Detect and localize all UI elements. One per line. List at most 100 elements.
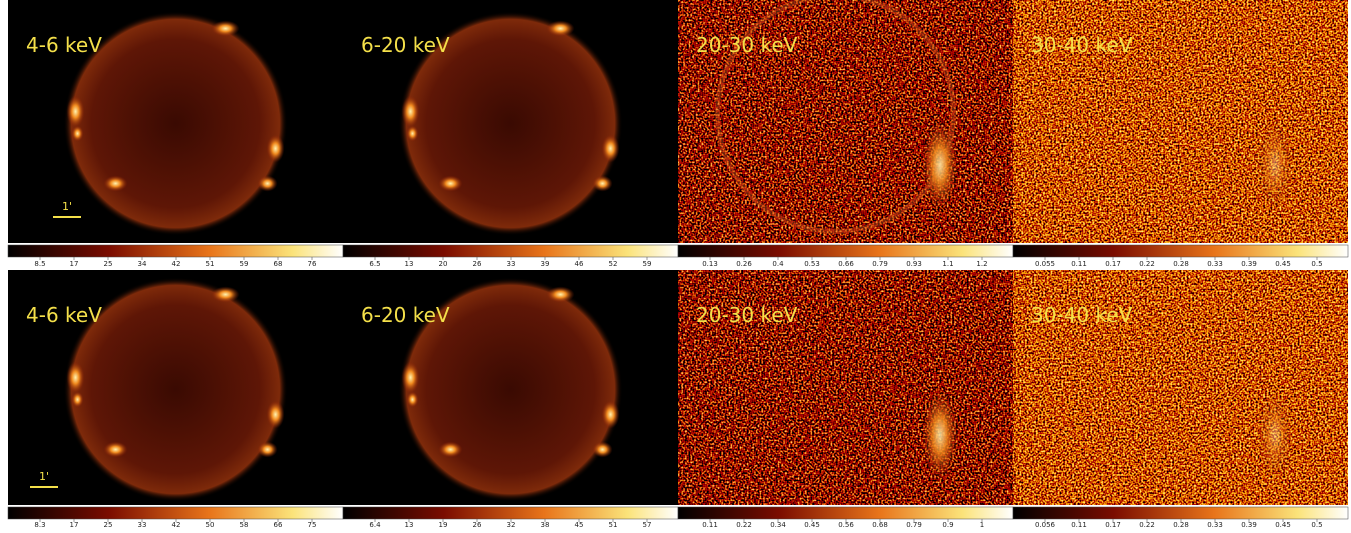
colorbar-tick-label: 26 (473, 260, 482, 268)
colorbar-tick-label: 0.68 (872, 521, 888, 529)
colorbar-tick-label: 46 (575, 260, 584, 268)
colorbar-tick-label: 32 (507, 521, 516, 529)
bright-spot (72, 126, 84, 142)
colorbar-tick-label: 33 (138, 521, 147, 529)
colorbar-tick-label: 0.28 (1173, 521, 1189, 529)
bright-spot (267, 135, 285, 163)
colorbar-tick-label: 51 (609, 521, 618, 529)
colorbar-tick-label: 68 (274, 260, 283, 268)
colorbar (1013, 245, 1348, 257)
colorbar-tick-label: 33 (507, 260, 516, 268)
band-label: 6-20 keV (361, 33, 450, 57)
scale-bar-label: 1' (39, 470, 49, 483)
colorbar-tick-label: 17 (70, 260, 79, 268)
bright-spot (402, 362, 420, 394)
colorbar (8, 507, 343, 519)
bright-spot (72, 392, 84, 408)
colorbar-tick-label: 0.13 (702, 260, 718, 268)
colorbar-tick-label: 0.22 (736, 521, 752, 529)
colorbar-tick-label: 0.22 (1139, 260, 1155, 268)
bright-region (922, 390, 958, 480)
colorbar-tick-label: 0.56 (838, 521, 854, 529)
bright-spot (258, 176, 278, 192)
colorbar-tick-label: 0.33 (1207, 260, 1223, 268)
colorbar-tick-label: 45 (575, 521, 584, 529)
colorbar-tick-label: 20 (439, 260, 448, 268)
bright-region (1257, 390, 1293, 480)
bright-spot (602, 401, 620, 429)
colorbar-tick-label: 0.53 (804, 260, 820, 268)
colorbar-tick-label: 13 (405, 260, 414, 268)
colorbar-tick-label: 8.3 (34, 521, 45, 529)
bright-spot (212, 287, 240, 303)
colorbar-tick-label: 0.055 (1035, 260, 1055, 268)
band-label: 4-6 keV (26, 303, 102, 327)
colorbar-tick-label: 0.66 (838, 260, 854, 268)
colorbar-tick-label: 13 (405, 521, 414, 529)
colorbar (678, 507, 1013, 519)
colorbar-tick-label: 0.11 (702, 521, 718, 529)
bright-spot (402, 96, 420, 128)
bright-spot (593, 176, 613, 192)
colorbar (1013, 507, 1348, 519)
bright-spot (267, 401, 285, 429)
bright-spot (67, 362, 85, 394)
colorbar-tick-label: 0.17 (1105, 521, 1121, 529)
colorbar-tick-label: 0.34 (770, 521, 786, 529)
colorbar-tick-label: 50 (206, 521, 215, 529)
bright-spot (439, 176, 463, 192)
bright-spot (547, 21, 575, 37)
colorbar-tick-label: 38 (541, 521, 550, 529)
colorbar (343, 245, 678, 257)
colorbar-tick-label: 75 (308, 521, 317, 529)
colorbar-tick-label: 0.45 (1275, 260, 1291, 268)
colorbar-tick-label: 0.45 (804, 521, 820, 529)
colorbar-tick-label: 0.79 (906, 521, 922, 529)
colorbar-tick-label: 6.4 (369, 521, 381, 529)
colorbar-tick-label: 0.28 (1173, 260, 1189, 268)
colorbar-tick-label: 25 (104, 521, 113, 529)
bright-region (1257, 120, 1293, 210)
colorbar-tick-label: 39 (541, 260, 550, 268)
band-label: 20-30 keV (696, 303, 798, 327)
bright-spot (104, 442, 128, 458)
bright-spot (593, 442, 613, 458)
bright-spot (407, 392, 419, 408)
band-label: 4-6 keV (26, 33, 102, 57)
colorbar-tick-label: 25 (104, 260, 113, 268)
colorbar-tick-label: 0.39 (1241, 521, 1257, 529)
colorbar-tick-label: 0.79 (872, 260, 888, 268)
colorbar-tick-label: 17 (70, 521, 79, 529)
colorbar-tick-label: 0.17 (1105, 260, 1121, 268)
colorbar-tick-label: 0.9 (942, 521, 953, 529)
band-label: 20-30 keV (696, 33, 798, 57)
band-label: 30-40 keV (1031, 303, 1133, 327)
colorbar-tick-label: 52 (609, 260, 618, 268)
colorbar-tick-label: 34 (138, 260, 147, 268)
bright-spot (104, 176, 128, 192)
bright-spot (407, 126, 419, 142)
colorbar-tick-label: 0.33 (1207, 521, 1223, 529)
band-label: 30-40 keV (1031, 33, 1133, 57)
band-label: 6-20 keV (361, 303, 450, 327)
colorbar-tick-label: 76 (308, 260, 317, 268)
colorbar-tick-label: 58 (240, 521, 249, 529)
colorbar (343, 507, 678, 519)
colorbar-tick-label: 66 (274, 521, 283, 529)
figure: 4-6 keV1'8.517253442515968766-20 keV6.51… (0, 0, 1351, 533)
bright-region (922, 120, 958, 210)
colorbar-tick-label: 19 (439, 521, 448, 529)
colorbar-tick-label: 0.11 (1071, 521, 1087, 529)
colorbar-tick-label: 0.5 (1311, 521, 1322, 529)
colorbar-tick-label: 1.2 (976, 260, 987, 268)
bright-spot (602, 135, 620, 163)
colorbar (678, 245, 1013, 257)
colorbar-tick-label: 0.5 (1311, 260, 1322, 268)
colorbar-tick-label: 0.26 (736, 260, 752, 268)
colorbar-tick-label: 0.11 (1071, 260, 1087, 268)
colorbar-tick-label: 59 (240, 260, 249, 268)
colorbar-tick-label: 59 (643, 260, 652, 268)
colorbar (8, 245, 343, 257)
colorbar-tick-label: 1 (980, 521, 984, 529)
scale-bar-label: 1' (62, 200, 72, 213)
